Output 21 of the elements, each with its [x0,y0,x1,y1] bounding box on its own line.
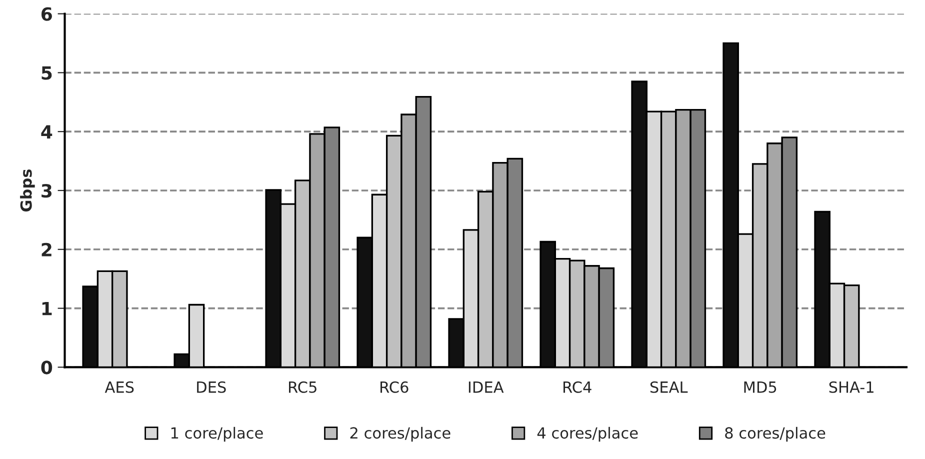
y-tick-label: 2 [42,242,52,256]
x-tick-label: SHA-1 [829,381,874,393]
y-tick-label: 1 [42,302,52,316]
legend-label: 4 cores/place [537,426,638,442]
x-tick-label: RC5 [289,381,316,393]
x-tick-label: MD5 [744,382,776,393]
x-tick-label: AES [104,381,134,393]
x-tick-label: SEAL [650,381,688,393]
x-tick-label: RC4 [564,381,592,393]
legend-label: 2 cores/place [350,426,450,442]
x-tick-label: IDEA [468,382,504,393]
y-tick-label: 6 [42,7,52,21]
legend-label: 1 core/place [171,426,263,442]
legend-label: 8 cores/place [725,426,826,442]
y-tick-label: 0 [41,360,52,374]
y-tick-label: 3 [42,184,52,198]
y-tick-label: 5 [42,66,52,80]
x-tick-label: DES [197,381,226,393]
y-axis-title: Gbps [20,169,35,212]
x-tick-label: RC6 [380,381,408,393]
y-tick-label: 4 [41,125,52,138]
